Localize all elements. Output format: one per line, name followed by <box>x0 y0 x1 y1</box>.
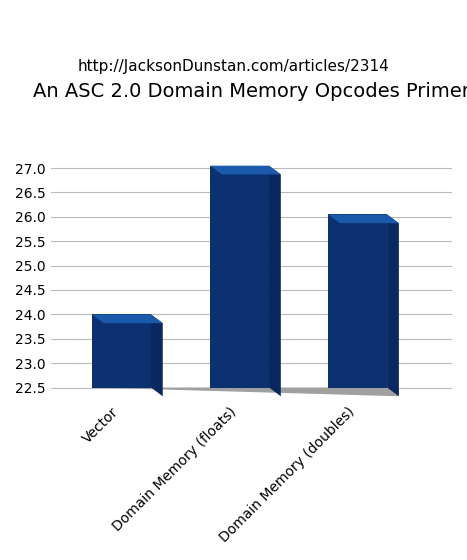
Polygon shape <box>92 314 163 323</box>
Polygon shape <box>387 214 399 396</box>
Text: http://JacksonDunstan.com/articles/2314: http://JacksonDunstan.com/articles/2314 <box>78 59 389 74</box>
Polygon shape <box>269 166 281 396</box>
Polygon shape <box>151 314 163 396</box>
Polygon shape <box>210 166 281 175</box>
Polygon shape <box>328 214 387 388</box>
Polygon shape <box>210 166 269 388</box>
Polygon shape <box>92 388 399 396</box>
Polygon shape <box>328 214 399 223</box>
Title: An ASC 2.0 Domain Memory Opcodes Primer: An ASC 2.0 Domain Memory Opcodes Primer <box>33 82 467 101</box>
Polygon shape <box>92 314 151 388</box>
